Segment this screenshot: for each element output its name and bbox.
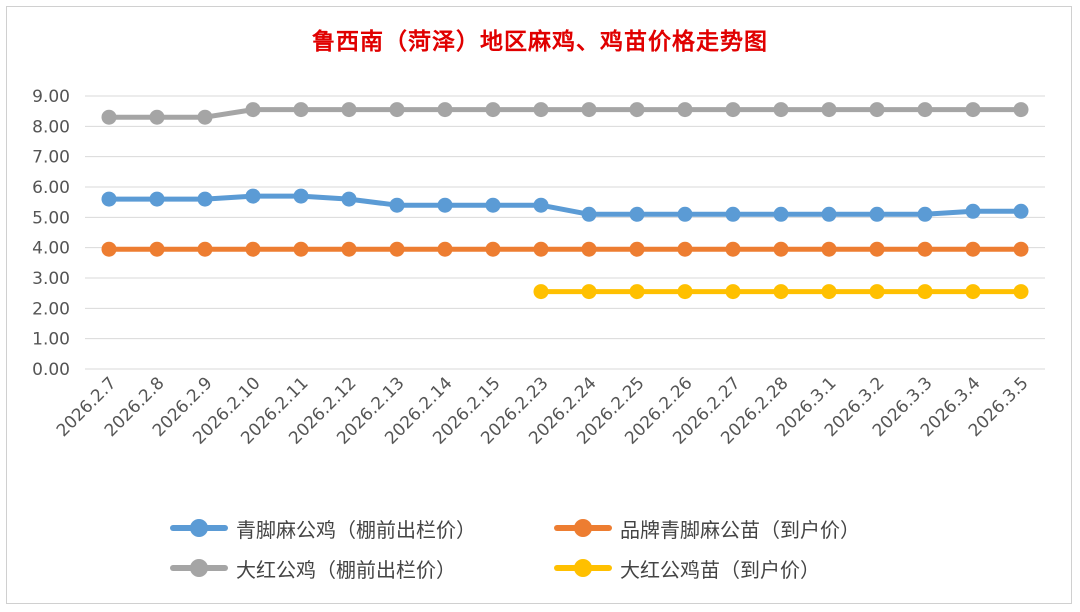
data-point-series-2	[389, 241, 405, 257]
y-tick-label: 2.00	[32, 299, 70, 319]
data-point-series-4	[533, 284, 549, 300]
data-point-series-3	[533, 102, 549, 118]
data-point-series-2	[437, 241, 453, 257]
y-tick-label: 3.00	[32, 269, 70, 289]
data-point-series-2	[725, 241, 741, 257]
data-point-series-3	[485, 102, 501, 118]
y-tick-label: 5.00	[32, 208, 70, 228]
series-points	[101, 102, 1029, 300]
data-point-series-2	[293, 241, 309, 257]
data-point-series-1	[341, 191, 357, 207]
data-point-series-1	[725, 206, 741, 222]
data-point-series-1	[629, 206, 645, 222]
data-point-series-3	[869, 102, 885, 118]
data-point-series-3	[341, 102, 357, 118]
data-point-series-1	[917, 206, 933, 222]
data-point-series-1	[293, 188, 309, 204]
y-tick-label: 7.00	[32, 148, 70, 168]
data-point-series-1	[245, 188, 261, 204]
data-point-series-3	[149, 109, 165, 125]
data-point-series-2	[629, 241, 645, 257]
data-point-series-3	[581, 102, 597, 118]
data-point-series-4	[629, 284, 645, 300]
data-point-series-3	[725, 102, 741, 118]
data-point-series-2	[101, 241, 117, 257]
data-point-series-2	[245, 241, 261, 257]
data-point-series-4	[581, 284, 597, 300]
data-point-series-1	[149, 191, 165, 207]
series-lines	[106, 107, 1024, 295]
data-point-series-3	[197, 109, 213, 125]
y-tick-label: 0.00	[32, 360, 70, 380]
data-point-series-2	[869, 241, 885, 257]
data-point-series-2	[533, 241, 549, 257]
data-point-series-3	[677, 102, 693, 118]
data-point-series-2	[581, 241, 597, 257]
data-point-series-4	[821, 284, 837, 300]
data-point-series-2	[677, 241, 693, 257]
data-point-series-3	[965, 102, 981, 118]
y-tick-label: 9.00	[32, 87, 70, 107]
data-point-series-2	[1013, 241, 1029, 257]
data-point-series-3	[101, 109, 117, 125]
data-point-series-1	[1013, 203, 1029, 219]
data-point-series-1	[485, 197, 501, 213]
data-point-series-3	[629, 102, 645, 118]
data-point-series-1	[821, 206, 837, 222]
series-line-1	[106, 193, 1024, 217]
data-point-series-2	[485, 241, 501, 257]
y-tick-label: 1.00	[32, 330, 70, 350]
data-point-series-1	[389, 197, 405, 213]
data-point-series-3	[245, 102, 261, 118]
data-point-series-4	[725, 284, 741, 300]
data-point-series-3	[821, 102, 837, 118]
data-point-series-1	[437, 197, 453, 213]
data-point-series-3	[1013, 102, 1029, 118]
data-point-series-2	[149, 241, 165, 257]
data-point-series-4	[677, 284, 693, 300]
data-point-series-2	[197, 241, 213, 257]
y-tick-label: 4.00	[32, 239, 70, 259]
data-point-series-1	[677, 206, 693, 222]
data-point-series-4	[917, 284, 933, 300]
data-point-series-1	[101, 191, 117, 207]
data-point-series-1	[869, 206, 885, 222]
data-point-series-4	[773, 284, 789, 300]
data-point-series-1	[581, 206, 597, 222]
data-point-series-2	[917, 241, 933, 257]
y-tick-label: 8.00	[32, 117, 70, 137]
x-axis-ticks: 2026.2.72026.2.82026.2.92026.2.102026.2.…	[53, 373, 1033, 448]
data-point-series-3	[293, 102, 309, 118]
data-point-series-1	[773, 206, 789, 222]
data-point-series-1	[197, 191, 213, 207]
chart-title: 鲁西南（菏泽）地区麻鸡、鸡苗价格走势图	[312, 28, 768, 55]
data-point-series-4	[869, 284, 885, 300]
data-point-series-3	[917, 102, 933, 118]
data-point-series-3	[773, 102, 789, 118]
grid-lines	[85, 95, 1045, 370]
data-point-series-1	[533, 197, 549, 213]
data-point-series-2	[341, 241, 357, 257]
data-point-series-3	[389, 102, 405, 118]
data-point-series-3	[437, 102, 453, 118]
data-point-series-2	[773, 241, 789, 257]
y-tick-label: 6.00	[32, 178, 70, 198]
data-point-series-2	[965, 241, 981, 257]
series-line-3	[106, 107, 1024, 120]
data-point-series-1	[965, 203, 981, 219]
data-point-series-4	[1013, 284, 1029, 300]
y-axis-ticks: 0.00 1.00 2.00 3.00 4.00 5.00 6.00 7.00 8.00 9.00	[32, 87, 70, 380]
data-point-series-2	[821, 241, 837, 257]
data-point-series-4	[965, 284, 981, 300]
